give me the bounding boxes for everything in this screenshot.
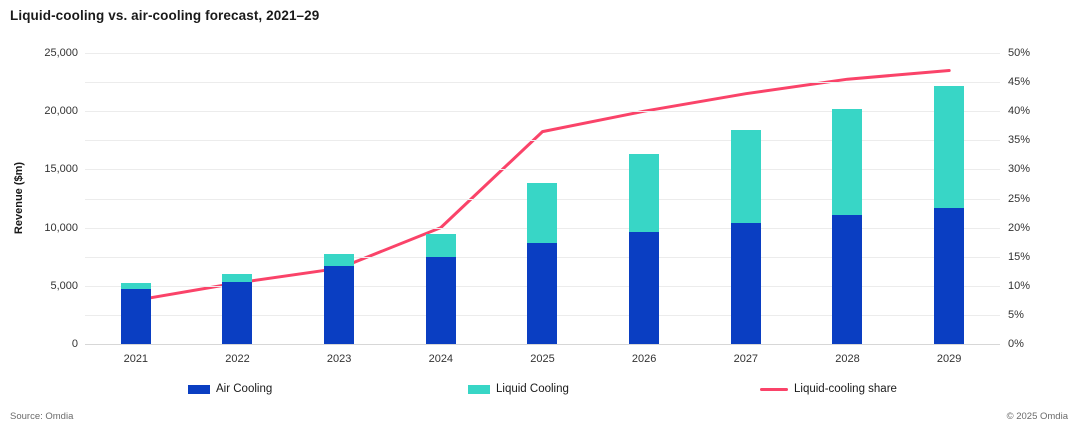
- x-axis-tick-label: 2022: [225, 353, 250, 365]
- air-cooling-bar-2026: [629, 231, 660, 344]
- y-axis-tick-label: 15,000: [44, 163, 78, 176]
- y2-axis-tick-label: 20%: [1008, 221, 1031, 234]
- bar-group-2027: [695, 53, 797, 344]
- share-line-series: [134, 69, 951, 302]
- liquid-cooling-bar-2025: [527, 183, 558, 243]
- bar-group-2029: [898, 53, 1000, 344]
- y2-axis-tick-label: 50%: [1008, 47, 1031, 59]
- bar-group-2023: [288, 53, 390, 344]
- y2-axis-tick-label: 5%: [1008, 308, 1024, 321]
- bar-group-2022: [187, 53, 289, 344]
- y2-axis-tick-label: 15%: [1008, 250, 1031, 263]
- x-axis-tick-label: 2023: [326, 353, 352, 365]
- y2-axis-tick-label: 45%: [1008, 76, 1031, 89]
- bar-group-2024: [390, 53, 492, 344]
- air-cooling-bar-2024: [425, 256, 456, 344]
- air-cooling-bar-2023: [324, 266, 355, 344]
- liquid-cooling-bar-2027: [730, 129, 761, 223]
- y2-axis-tick-label: 10%: [1008, 279, 1031, 292]
- gridline: [85, 111, 1000, 113]
- air-cooling-bar-2022: [222, 281, 253, 344]
- gridline: [85, 169, 1000, 171]
- bar-group-2026: [593, 53, 695, 344]
- liquid-cooling-bar-2023: [324, 254, 355, 267]
- air-cooling-bar-2021: [120, 289, 151, 344]
- x-axis-tick-label: 2029: [936, 353, 962, 365]
- liquid-cooling-bar-2024: [425, 234, 456, 257]
- legend-label-liquid-cooling: Liquid Cooling: [496, 383, 569, 395]
- bar-group-2025: [492, 53, 594, 344]
- gridline: [85, 82, 1000, 84]
- legend: Air Cooling Liquid Cooling Liquid-coolin…: [0, 383, 1080, 401]
- legend-item-air-cooling: Air Cooling: [188, 383, 272, 395]
- chart-title: Liquid-cooling vs. air-cooling forecast,…: [10, 8, 320, 23]
- y-axis-tick-label: 20,000: [44, 105, 78, 118]
- y-axis-tick-label: 5,000: [50, 279, 78, 292]
- air-cooling-bar-2028: [832, 214, 863, 344]
- air-cooling-swatch-icon: [188, 384, 210, 394]
- gridline: [85, 53, 1000, 54]
- legend-item-share: Liquid-cooling share: [760, 383, 897, 395]
- y-axis-title: Revenue ($m): [13, 161, 25, 235]
- bar-group-2021: [85, 53, 187, 344]
- y2-axis-tick-label: 35%: [1008, 134, 1031, 147]
- copyright-note: © 2025 Omdia: [1006, 411, 1068, 422]
- legend-label-share: Liquid-cooling share: [794, 383, 897, 395]
- y-axis-tick-label: 25,000: [44, 47, 78, 59]
- share-line-swatch-icon: [760, 387, 788, 391]
- x-axis-tick-label: 2027: [733, 353, 759, 365]
- source-note: Source: Omdia: [10, 411, 74, 422]
- liquid-cooling-bar-2021: [120, 282, 151, 290]
- y-axis-tick-label: 10,000: [44, 221, 78, 234]
- y2-axis-tick-label: 25%: [1008, 192, 1031, 205]
- legend-item-liquid-cooling: Liquid Cooling: [468, 383, 569, 395]
- x-axis-baseline: [85, 344, 1000, 345]
- liquid-cooling-bar-2029: [934, 86, 965, 208]
- liquid-cooling-share-line: [134, 69, 951, 302]
- x-axis-tick-label: 2024: [428, 353, 454, 365]
- air-cooling-bar-2027: [730, 222, 761, 344]
- x-axis-tick-label: 2026: [631, 353, 657, 365]
- liquid-cooling-bar-2026: [629, 154, 660, 232]
- liquid-cooling-swatch-icon: [468, 384, 490, 394]
- liquid-cooling-bar-2028: [832, 108, 863, 215]
- x-axis-tick-label: 2021: [123, 353, 149, 365]
- x-axis-tick-label: 2025: [530, 353, 555, 365]
- liquid-cooling-bar-2022: [222, 273, 253, 282]
- gridline: [85, 140, 1000, 142]
- plot-area: [85, 53, 1000, 345]
- y2-axis-tick-label: 0%: [1008, 338, 1024, 350]
- air-cooling-bar-2025: [527, 242, 558, 344]
- x-axis-tick-label: 2028: [835, 353, 860, 365]
- y-axis-tick-label: 0: [71, 338, 78, 350]
- legend-label-air-cooling: Air Cooling: [216, 383, 273, 395]
- y2-axis-tick-label: 40%: [1008, 105, 1031, 118]
- bar-group-2028: [797, 53, 899, 344]
- air-cooling-bar-2029: [934, 207, 965, 344]
- y2-axis-tick-label: 30%: [1008, 163, 1031, 176]
